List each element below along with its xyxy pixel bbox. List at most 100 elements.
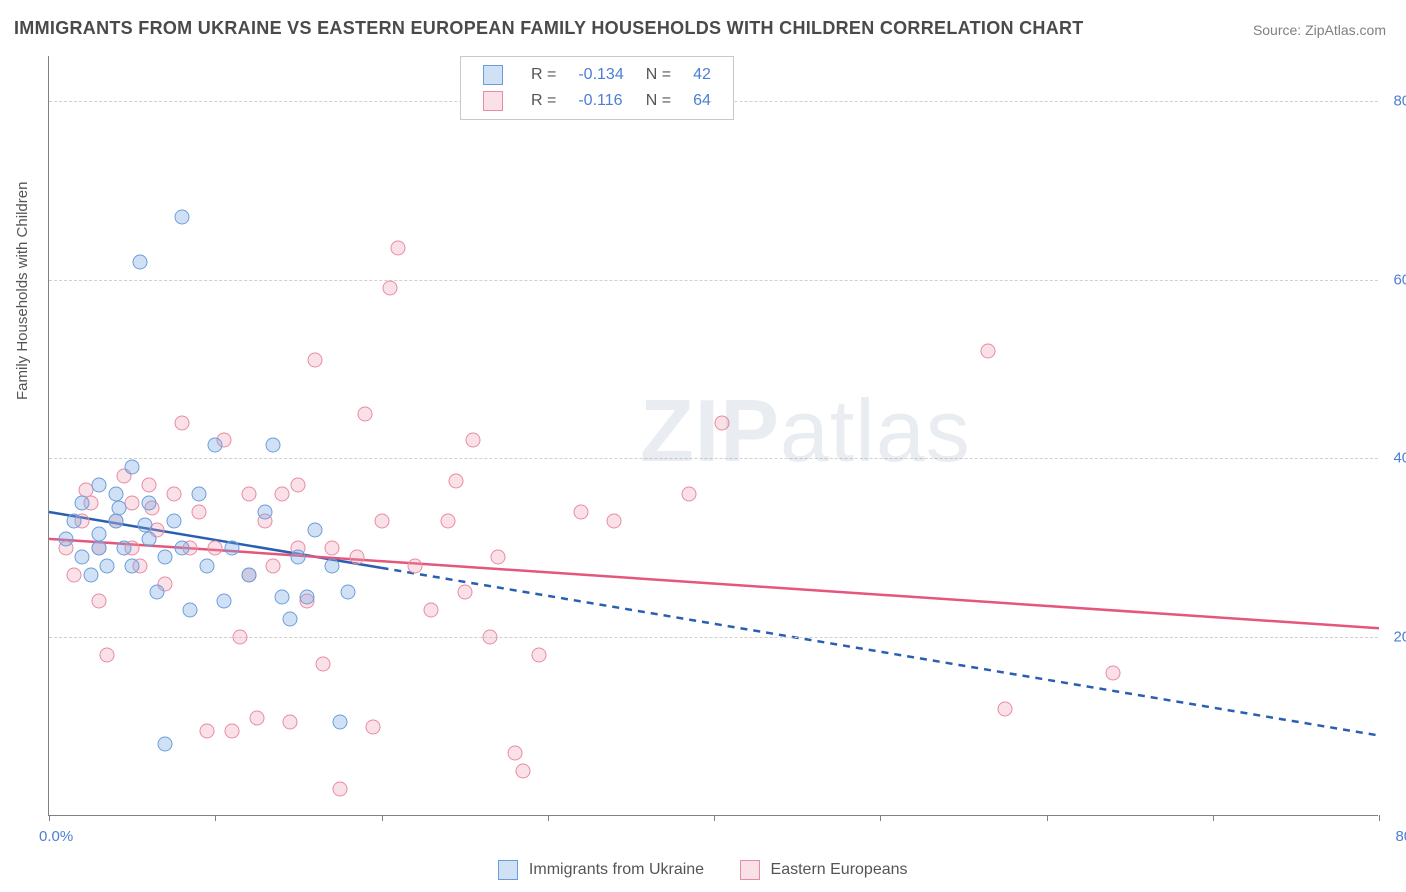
data-point <box>457 585 472 600</box>
legend-r-value: -0.116 <box>568 89 633 113</box>
data-point <box>997 701 1012 716</box>
data-point <box>274 589 289 604</box>
data-point <box>158 549 173 564</box>
legend-n-label: N = <box>636 89 681 113</box>
x-tick <box>382 815 383 821</box>
data-point <box>1106 665 1121 680</box>
data-point <box>141 531 156 546</box>
series-legend: Immigrants from Ukraine Eastern European… <box>0 860 1406 880</box>
legend-series-name: Eastern Europeans <box>771 861 908 878</box>
data-point <box>138 518 153 533</box>
data-point <box>515 764 530 779</box>
data-point <box>465 433 480 448</box>
x-tick <box>714 815 715 821</box>
data-point <box>382 281 397 296</box>
data-point <box>224 724 239 739</box>
gridline <box>49 280 1378 281</box>
data-point <box>108 513 123 528</box>
data-point <box>91 594 106 609</box>
data-point <box>191 487 206 502</box>
data-point <box>91 527 106 542</box>
data-point <box>133 254 148 269</box>
data-point <box>175 209 190 224</box>
data-point <box>141 478 156 493</box>
data-point <box>532 648 547 663</box>
legend-n-value: 64 <box>683 89 721 113</box>
data-point <box>357 406 372 421</box>
data-point <box>66 513 81 528</box>
legend-n-label: N = <box>636 63 681 87</box>
y-tick-label: 20.0% <box>1393 629 1406 646</box>
gridline <box>49 458 1378 459</box>
data-point <box>208 437 223 452</box>
data-point <box>324 558 339 573</box>
legend-n-value: 42 <box>683 63 721 87</box>
x-tick <box>215 815 216 821</box>
data-point <box>216 594 231 609</box>
data-point <box>291 549 306 564</box>
legend-row: R =-0.116N =64 <box>473 89 721 113</box>
data-point <box>183 603 198 618</box>
data-point <box>258 505 273 520</box>
y-axis-label: Family Households with Children <box>14 182 31 400</box>
data-point <box>283 612 298 627</box>
data-point <box>191 505 206 520</box>
data-point <box>374 513 389 528</box>
regression-lines-layer <box>49 56 1378 815</box>
correlation-legend: R =-0.134N =42R =-0.116N =64 <box>460 56 734 120</box>
data-point <box>981 344 996 359</box>
data-point <box>308 353 323 368</box>
data-point <box>175 415 190 430</box>
data-point <box>316 657 331 672</box>
data-point <box>283 715 298 730</box>
regression-line <box>382 568 1380 736</box>
data-point <box>125 496 140 511</box>
x-axis-max-label: 80.0% <box>1395 828 1406 845</box>
data-point <box>332 715 347 730</box>
x-tick <box>880 815 881 821</box>
data-point <box>208 540 223 555</box>
x-tick <box>1379 815 1380 821</box>
data-point <box>249 710 264 725</box>
x-tick <box>49 815 50 821</box>
data-point <box>449 473 464 488</box>
data-point <box>607 513 622 528</box>
data-point <box>682 487 697 502</box>
legend-item: Immigrants from Ukraine <box>498 860 704 880</box>
y-tick-label: 40.0% <box>1393 450 1406 467</box>
legend-swatch <box>498 860 518 880</box>
data-point <box>166 487 181 502</box>
data-point <box>199 724 214 739</box>
data-point <box>166 513 181 528</box>
data-point <box>715 415 730 430</box>
legend-swatch <box>483 91 503 111</box>
source-attribution: Source: ZipAtlas.com <box>1253 22 1386 38</box>
data-point <box>224 540 239 555</box>
data-point <box>366 719 381 734</box>
data-point <box>241 487 256 502</box>
data-point <box>141 496 156 511</box>
data-point <box>574 505 589 520</box>
legend-series-name: Immigrants from Ukraine <box>529 861 704 878</box>
gridline <box>49 637 1378 638</box>
data-point <box>308 522 323 537</box>
data-point <box>291 478 306 493</box>
legend-swatch <box>740 860 760 880</box>
legend-row: R =-0.134N =42 <box>473 63 721 87</box>
data-point <box>490 549 505 564</box>
data-point <box>324 540 339 555</box>
data-point <box>299 589 314 604</box>
chart-title: IMMIGRANTS FROM UKRAINE VS EASTERN EUROP… <box>14 18 1084 39</box>
legend-r-label: R = <box>521 63 566 87</box>
data-point <box>100 558 115 573</box>
data-point <box>175 540 190 555</box>
x-tick <box>548 815 549 821</box>
data-point <box>111 500 126 515</box>
legend-r-value: -0.134 <box>568 63 633 87</box>
data-point <box>75 496 90 511</box>
legend-r-label: R = <box>521 89 566 113</box>
data-point <box>241 567 256 582</box>
data-point <box>407 558 422 573</box>
data-point <box>482 630 497 645</box>
data-point <box>332 782 347 797</box>
